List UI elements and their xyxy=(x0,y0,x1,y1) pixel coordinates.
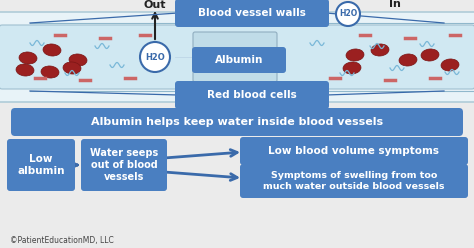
FancyBboxPatch shape xyxy=(0,25,474,89)
Text: Albumin: Albumin xyxy=(215,55,263,65)
Text: Symptoms of swelling from too
much water outside blood vessels: Symptoms of swelling from too much water… xyxy=(263,171,445,191)
Text: Low
albumin: Low albumin xyxy=(17,154,65,176)
Text: Red blood cells: Red blood cells xyxy=(207,90,297,100)
FancyBboxPatch shape xyxy=(192,47,286,73)
Text: Blood vessel walls: Blood vessel walls xyxy=(198,8,306,18)
Text: Out: Out xyxy=(144,0,166,10)
Ellipse shape xyxy=(346,49,364,61)
Text: Low blood volume symptoms: Low blood volume symptoms xyxy=(268,146,439,156)
FancyBboxPatch shape xyxy=(175,81,329,109)
Circle shape xyxy=(336,2,360,26)
Ellipse shape xyxy=(421,49,439,61)
Text: Water seeps
out of blood
vessels: Water seeps out of blood vessels xyxy=(90,148,158,182)
Text: H2O: H2O xyxy=(339,9,357,19)
Ellipse shape xyxy=(63,62,81,74)
Ellipse shape xyxy=(41,66,59,78)
Text: ©PatientEducationMD, LLC: ©PatientEducationMD, LLC xyxy=(10,236,114,245)
Ellipse shape xyxy=(399,54,417,66)
FancyBboxPatch shape xyxy=(175,0,329,27)
FancyBboxPatch shape xyxy=(11,108,463,136)
FancyBboxPatch shape xyxy=(7,139,75,191)
Text: In: In xyxy=(389,0,401,9)
FancyBboxPatch shape xyxy=(193,32,277,82)
Ellipse shape xyxy=(69,54,87,66)
Ellipse shape xyxy=(371,44,389,56)
Circle shape xyxy=(140,42,170,72)
FancyBboxPatch shape xyxy=(240,164,468,198)
Ellipse shape xyxy=(19,52,37,64)
FancyBboxPatch shape xyxy=(240,137,468,165)
Ellipse shape xyxy=(16,64,34,76)
Ellipse shape xyxy=(441,59,459,71)
FancyBboxPatch shape xyxy=(0,12,474,102)
Text: Albumin helps keep water inside blood vessels: Albumin helps keep water inside blood ve… xyxy=(91,117,383,127)
Text: H2O: H2O xyxy=(145,53,165,62)
Ellipse shape xyxy=(43,44,61,56)
Ellipse shape xyxy=(343,62,361,74)
FancyBboxPatch shape xyxy=(81,139,167,191)
